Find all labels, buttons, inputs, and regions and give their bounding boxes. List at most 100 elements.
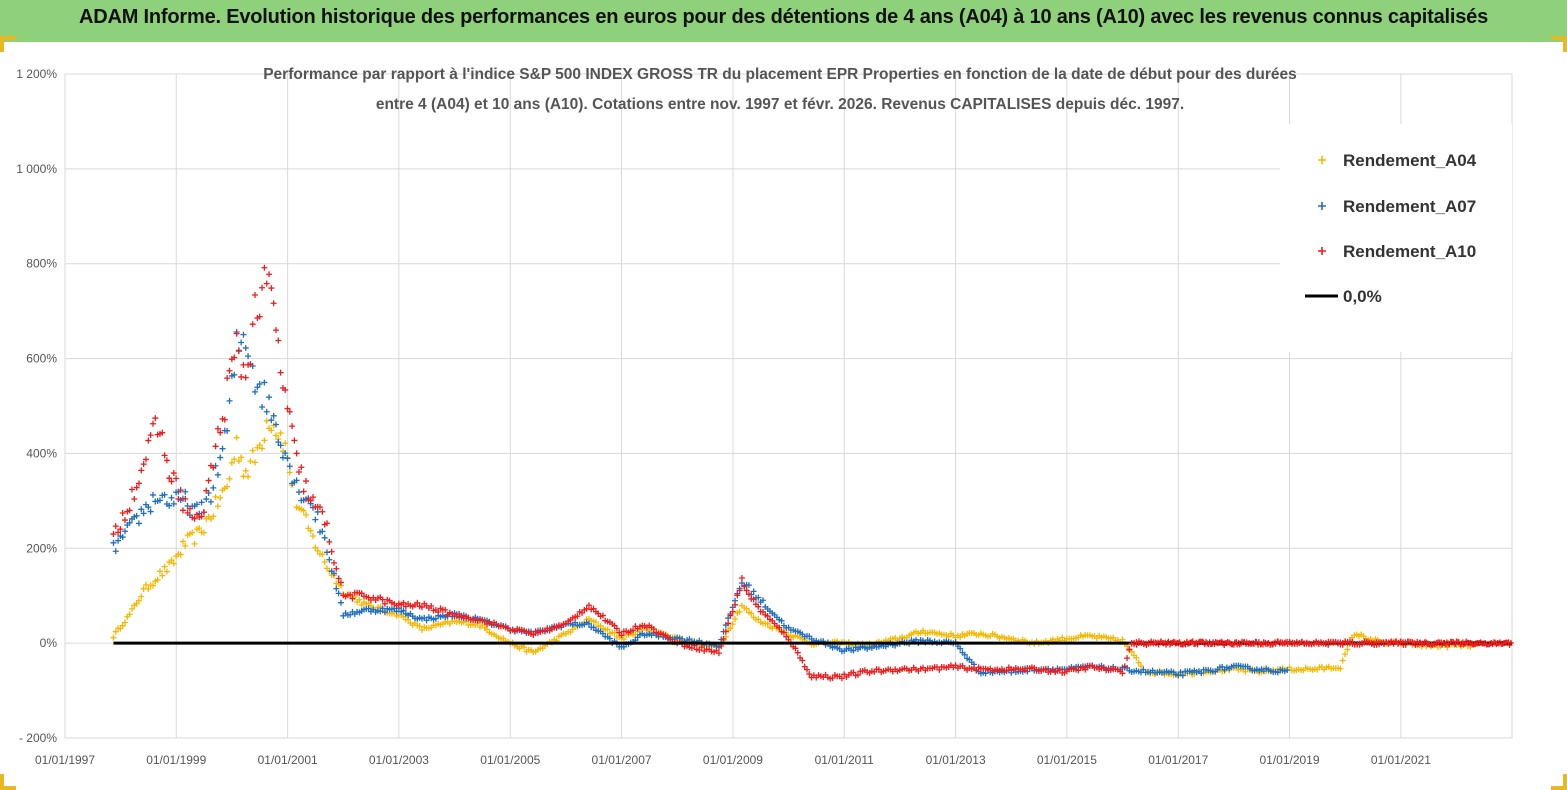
series-a04-marker [112,628,119,635]
series-a04-marker [732,616,739,623]
series-a04-marker [126,611,133,618]
series-a07-marker [133,512,140,519]
series-a04-marker [300,507,307,514]
y-axis-ticks: 1 200% 1 000% 800% 600% 400% 200% 0% - 200% [16,67,57,745]
series-a10-marker [734,592,741,599]
series-a10-marker [259,284,266,291]
series-a10-marker [126,507,133,514]
series-a10-marker [159,429,166,436]
series-a04-marker [154,576,161,583]
series-a10-marker [122,517,128,524]
series-a07-marker [193,501,200,508]
series-a10-marker [226,367,233,374]
series-a10-marker [266,271,273,278]
y-tick-label: - 200% [19,731,57,745]
series-a07-marker [145,504,152,511]
series-a07-marker [282,450,289,457]
series-a07-marker [231,371,238,378]
series-a04-marker [256,442,263,449]
series-a10-marker [300,488,307,495]
series-a10-marker [277,369,284,376]
series-a07-marker [319,528,326,535]
series-a10-marker [256,313,263,320]
x-tick-label: 01/01/2009 [703,753,763,767]
series-a10-marker [414,599,421,606]
series-a07-marker [266,394,273,401]
series-a04-marker [1138,662,1145,669]
series-a10-marker [140,461,147,468]
series-a10-marker [203,487,210,494]
series-a10-marker [177,487,184,494]
series-a10-marker [284,405,291,412]
series-a04-marker [138,593,145,600]
series-a10-marker [456,610,463,617]
series-a10-marker [175,496,182,503]
y-tick-label: 1 000% [16,162,57,176]
series-a07-marker [365,605,372,612]
y-tick-label: 400% [26,446,57,460]
series-a10-marker [850,669,857,676]
series-a10-marker [764,613,771,620]
series-a10-marker [799,657,806,664]
series-a04-marker [307,527,314,534]
series-a07-marker [337,599,344,606]
series-a10-marker [161,452,168,459]
series-a07-marker [210,484,217,491]
series-a10-marker [198,513,205,520]
series-a10-marker [298,464,305,471]
series-a10-marker [182,495,189,502]
series-a04-marker [319,551,326,558]
series-a07-marker [122,528,128,535]
series-a04-marker [233,434,240,441]
series-a07-marker [156,497,163,504]
y-tick-label: 800% [26,257,57,271]
series-a10-marker [1507,639,1514,646]
x-tick-label: 01/01/2017 [1148,753,1208,767]
series-a10-marker [1119,670,1126,677]
series-a04-marker [133,600,140,607]
series-a07-marker [149,491,156,498]
series-a10-marker [715,650,722,657]
series-a07-marker [140,510,147,517]
series-a04-marker [189,529,196,536]
series-a10-marker [221,416,228,423]
series-a10-marker [337,579,344,586]
series-a10-marker [186,505,193,512]
series-a10-marker [191,515,198,522]
series-a07-marker [224,427,231,434]
series-a07-marker [1177,669,1184,676]
series-a10-marker [133,484,140,491]
x-tick-label: 01/01/2007 [592,753,652,767]
series-a10-marker [630,627,637,634]
series-a10-marker [743,587,750,594]
series-a10-marker [272,327,279,334]
series-a04-marker [1344,646,1351,653]
series-a04-marker [484,626,491,633]
frame-corner [1551,774,1567,790]
series-a07-marker [112,548,119,555]
series-a07-marker [138,506,145,513]
x-tick-label: 01/01/2021 [1371,753,1431,767]
series-a10-marker [530,631,537,638]
series-a04-marker [242,467,249,474]
series-a04-marker [521,644,528,651]
series-a10-marker [590,605,597,612]
series-a07-marker [252,388,259,395]
series-a07-marker [270,412,277,419]
series-a04-marker [159,572,166,579]
series-a07-marker [198,499,205,506]
series-a10-marker [184,509,191,516]
series-a07-marker [423,617,430,624]
series-a04-marker [764,620,771,627]
series-a07-marker [750,588,757,595]
series-a07-marker [161,491,168,498]
series-a04-marker [620,636,627,643]
series-a04-marker [149,582,156,589]
series-a10-marker [725,620,732,627]
series-a04-marker [128,605,135,612]
series-a04-marker [286,469,293,476]
series-a04-marker [249,447,256,454]
series-a04-marker [259,445,266,452]
series-a10-marker [613,625,620,632]
series-a10-marker [217,429,224,436]
